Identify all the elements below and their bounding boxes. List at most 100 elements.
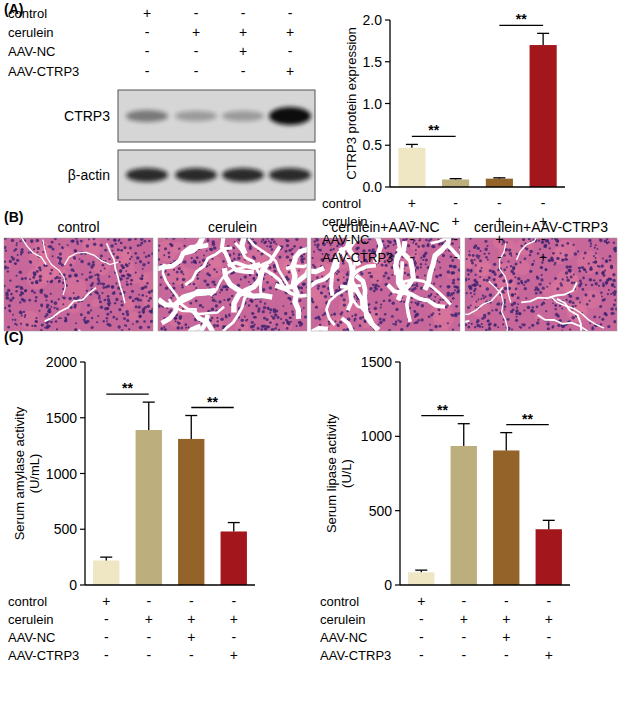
- nucleus: [425, 239, 428, 242]
- nucleus: [452, 265, 455, 268]
- nucleus: [594, 247, 596, 249]
- nucleus: [227, 299, 229, 301]
- nucleus: [122, 266, 125, 269]
- tissue-tone: [158, 240, 177, 261]
- nucleus: [524, 287, 527, 290]
- nucleus: [206, 250, 208, 252]
- nucleus: [470, 259, 473, 262]
- nucleus: [9, 279, 11, 281]
- nucleus: [466, 258, 468, 260]
- nucleus: [185, 327, 187, 329]
- nucleus: [511, 328, 513, 330]
- nucleus: [286, 322, 288, 324]
- nucleus: [266, 245, 268, 247]
- nucleus: [132, 300, 135, 303]
- nucleus: [31, 325, 33, 327]
- tissue-tone: [283, 321, 292, 330]
- nucleus: [100, 270, 102, 272]
- nucleus: [266, 238, 269, 240]
- nucleus: [128, 328, 130, 330]
- nucleus: [416, 283, 418, 285]
- nucleus: [572, 302, 575, 305]
- nucleus: [316, 243, 319, 246]
- histology-image: [311, 238, 460, 331]
- nucleus: [340, 294, 343, 297]
- nucleus: [269, 245, 272, 248]
- tissue-tone: [121, 249, 132, 260]
- nucleus: [34, 291, 36, 293]
- nucleus: [425, 263, 427, 265]
- nucleus: [602, 282, 604, 284]
- nucleus: [19, 294, 22, 297]
- nucleus: [605, 260, 607, 262]
- nucleus: [321, 275, 323, 277]
- nucleus: [116, 318, 118, 320]
- nucleus: [137, 298, 140, 301]
- nucleus: [265, 318, 268, 321]
- nucleus: [193, 260, 197, 264]
- nucleus: [62, 303, 64, 305]
- nucleus: [428, 240, 430, 242]
- nucleus: [271, 248, 274, 251]
- interlobular-gap: [45, 288, 96, 322]
- nucleus: [21, 277, 24, 280]
- nucleus: [515, 288, 518, 291]
- nucleus: [4, 246, 6, 250]
- nucleus: [287, 297, 290, 300]
- treatment-sign: +: [239, 43, 247, 59]
- nucleus: [12, 314, 14, 316]
- nucleus: [23, 311, 25, 313]
- nucleus: [573, 273, 575, 275]
- nucleus: [578, 284, 581, 287]
- nucleus: [83, 318, 86, 321]
- nucleus: [46, 304, 49, 307]
- nucleus: [67, 313, 70, 316]
- nucleus: [383, 275, 386, 278]
- interlobular-gap: [311, 328, 328, 331]
- nucleus: [548, 259, 551, 262]
- nucleus: [488, 327, 491, 330]
- nucleus: [578, 266, 581, 269]
- nucleus: [108, 324, 111, 327]
- nucleus: [549, 283, 551, 285]
- nucleus: [73, 256, 76, 259]
- nucleus: [473, 246, 476, 249]
- nucleus: [216, 324, 219, 327]
- nucleus: [588, 263, 590, 265]
- nucleus: [340, 313, 343, 316]
- nucleus: [35, 320, 38, 323]
- nucleus: [225, 288, 228, 291]
- nucleus: [148, 240, 151, 243]
- nucleus: [600, 323, 603, 326]
- nucleus: [614, 299, 616, 301]
- nucleus: [438, 261, 440, 263]
- nucleus: [270, 242, 273, 245]
- nucleus: [414, 265, 416, 267]
- nucleus: [514, 276, 516, 278]
- nucleus: [481, 326, 483, 328]
- nucleus: [7, 289, 10, 292]
- nucleus: [238, 253, 241, 256]
- nucleus: [582, 277, 585, 280]
- nucleus: [531, 309, 533, 311]
- nucleus: [45, 294, 49, 298]
- nucleus: [442, 254, 445, 257]
- interlobular-gap: [194, 311, 236, 331]
- nucleus: [55, 320, 57, 322]
- nucleus: [5, 293, 8, 296]
- nucleus: [285, 319, 288, 322]
- nucleus: [556, 257, 559, 260]
- nucleus: [611, 285, 613, 287]
- nucleus: [474, 284, 477, 287]
- nucleus: [610, 293, 612, 295]
- nucleus: [517, 277, 520, 280]
- nucleus: [613, 290, 616, 293]
- nucleus: [216, 317, 218, 319]
- nucleus: [600, 291, 603, 294]
- nucleus: [395, 320, 397, 322]
- treatment-sign: -: [194, 5, 199, 21]
- nucleus: [432, 312, 434, 314]
- nucleus: [515, 310, 517, 312]
- nucleus: [536, 277, 539, 280]
- nucleus: [457, 278, 460, 281]
